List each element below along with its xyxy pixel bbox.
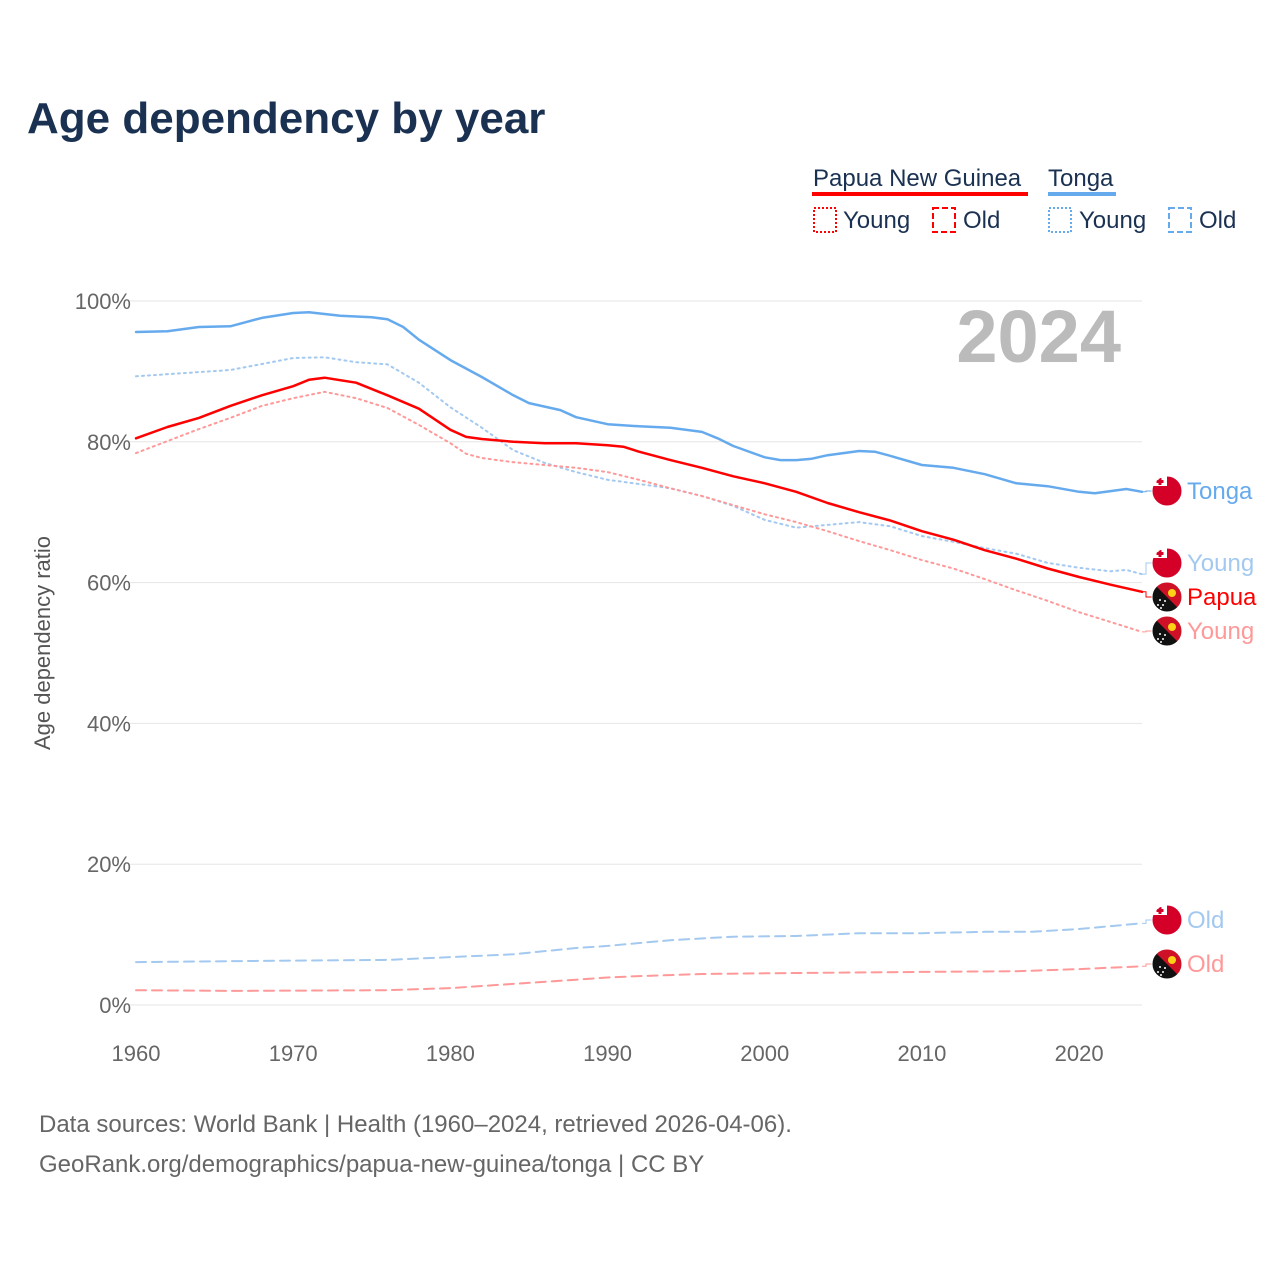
grid	[130, 300, 1142, 1006]
end-label: Old	[1187, 951, 1224, 978]
label-connector	[1142, 591, 1152, 598]
end-label: Young	[1187, 618, 1254, 645]
label-connector	[1142, 963, 1152, 967]
legend-tonga-label[interactable]: Tonga	[1048, 165, 1114, 192]
legend-tonga-young-swatch	[1048, 207, 1072, 233]
footer-source: Data sources: World Bank | Health (1960–…	[39, 1111, 792, 1138]
legend-png-young-label[interactable]: Young	[843, 207, 910, 234]
y-tick-label: 20%	[87, 852, 131, 877]
label-connector	[1142, 490, 1152, 493]
legend-tonga-old-label[interactable]: Old	[1199, 207, 1236, 234]
end-label: Old	[1187, 907, 1224, 934]
series-line-papua-new-guinea-young	[135, 390, 1143, 633]
label-connector	[1142, 919, 1152, 924]
footer-url[interactable]: GeoRank.org/demographics/papua-new-guine…	[39, 1151, 704, 1178]
end-labels: Tonga Young Papua Young Old Old	[1142, 475, 1257, 980]
series-lines	[134, 311, 1144, 992]
x-tick-label: 1960	[112, 1041, 161, 1066]
label-connector	[1142, 630, 1152, 633]
y-axis-label: Age dependency ratio	[30, 536, 55, 750]
y-tick-label: 0%	[99, 993, 131, 1018]
y-tick-label: 100%	[75, 289, 131, 314]
legend-png-underline	[812, 192, 1028, 196]
series-line-papua-new-guinea-old	[135, 965, 1143, 992]
png-flag-icon	[1151, 948, 1183, 980]
legend-png-label[interactable]: Papua New Guinea	[813, 165, 1022, 192]
tonga-flag-icon	[1151, 904, 1183, 936]
x-axis: 1960 1970 1980 1990 2000 2010 2020	[112, 1041, 1104, 1066]
series-line-papua-new-guinea	[134, 376, 1144, 594]
legend-png-old-label[interactable]: Old	[963, 207, 1000, 234]
year-watermark: 2024	[956, 295, 1121, 378]
series-line-tonga	[134, 311, 1144, 495]
tonga-flag-icon	[1151, 475, 1183, 507]
end-label: Papua	[1187, 584, 1257, 611]
png-flag-icon	[1151, 615, 1183, 647]
legend-tonga-underline	[1048, 192, 1116, 196]
chart-title: Age dependency by year	[27, 94, 545, 143]
tonga-flag-icon	[1151, 547, 1183, 579]
y-tick-label: 60%	[87, 571, 131, 596]
legend: Papua New Guinea Tonga Young Old Young O…	[812, 165, 1236, 234]
x-tick-label: 1970	[269, 1041, 318, 1066]
series-line-tonga-old	[135, 922, 1143, 964]
series-line-tonga-young	[135, 356, 1143, 576]
x-tick-label: 2010	[897, 1041, 946, 1066]
end-label: Tonga	[1187, 478, 1253, 505]
legend-png-old-swatch	[932, 207, 956, 233]
x-tick-label: 1990	[583, 1041, 632, 1066]
x-tick-label: 2020	[1055, 1041, 1104, 1066]
png-flag-icon	[1151, 581, 1183, 613]
label-connector	[1142, 562, 1152, 575]
x-tick-label: 2000	[740, 1041, 789, 1066]
end-label: Young	[1187, 550, 1254, 577]
legend-tonga-old-swatch	[1168, 207, 1192, 233]
y-tick-label: 40%	[87, 711, 131, 736]
y-axis: 0% 20% 40% 60% 80% 100%	[75, 289, 131, 1018]
legend-tonga-young-label[interactable]: Young	[1079, 207, 1146, 234]
legend-png-young-swatch	[813, 207, 837, 233]
x-tick-label: 1980	[426, 1041, 475, 1066]
y-tick-label: 80%	[87, 430, 131, 455]
